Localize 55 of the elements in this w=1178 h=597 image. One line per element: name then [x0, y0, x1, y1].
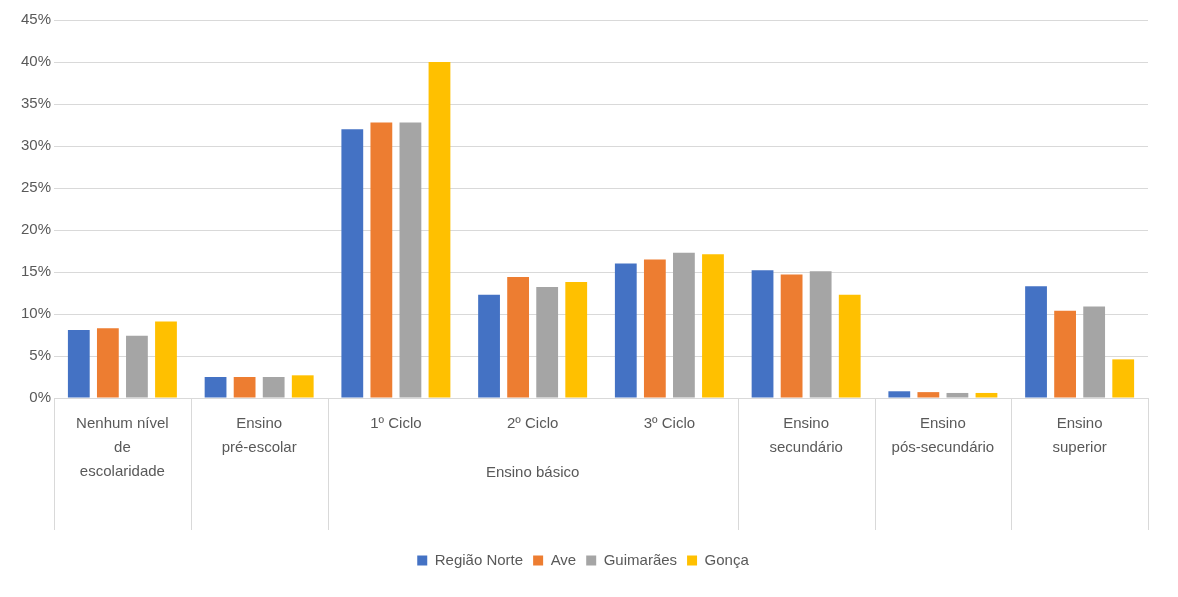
y-tick-label: 5% [29, 346, 52, 364]
x-tick-label: Ensino pré-escolar [221, 414, 297, 456]
bar [96, 328, 119, 398]
bar [1083, 306, 1106, 398]
bar [565, 282, 588, 398]
bar [126, 335, 148, 398]
bar [291, 375, 314, 398]
bar [702, 254, 724, 398]
x-tick-label: Ensino pós-secundário [891, 414, 995, 456]
bar [888, 391, 911, 398]
bar [614, 263, 637, 398]
x-tick-label: Nenhum nível de escolaridade [76, 414, 169, 480]
x-tick-label: 3º Ciclo [643, 414, 696, 432]
bar [67, 329, 90, 398]
bar [643, 259, 666, 398]
y-tick-label: 40% [20, 52, 52, 70]
y-tick-label: 30% [20, 136, 52, 154]
bar [341, 129, 364, 398]
bar [428, 62, 451, 398]
bar [204, 377, 227, 398]
y-tick-label: 20% [20, 220, 52, 238]
bar [780, 274, 803, 398]
y-tick-label: 10% [20, 304, 52, 322]
bar [1025, 286, 1047, 398]
bar [507, 277, 530, 398]
legend-label: Ave [550, 550, 577, 568]
y-tick-label: 0% [29, 388, 52, 406]
bar [751, 270, 774, 398]
y-tick-label: 15% [20, 262, 52, 280]
bar [233, 377, 256, 398]
bar [155, 321, 177, 398]
bar [917, 392, 940, 398]
x-tick-label: Ensino secundário [769, 414, 843, 456]
bar [809, 271, 832, 398]
bar [478, 294, 500, 398]
bar [946, 392, 969, 398]
bar [1054, 310, 1076, 398]
bar [399, 122, 422, 398]
legend-label: Gonça [704, 550, 750, 568]
x-tick-label: Ensino superior [1052, 414, 1107, 456]
y-tick-label: 25% [20, 178, 52, 196]
y-tick-label: 35% [20, 94, 52, 112]
x-tick-label: 2º Ciclo [506, 414, 559, 432]
legend-label: Guimarães [603, 550, 678, 568]
bar [1112, 359, 1135, 398]
legend-label: Região Norte [434, 550, 524, 568]
text: Ensino básico [485, 463, 580, 481]
bar [370, 122, 393, 398]
bar [975, 392, 998, 398]
x-tick-label: 1º Ciclo [370, 414, 422, 432]
bar [536, 287, 559, 398]
bar [673, 252, 695, 398]
bar [838, 294, 861, 398]
y-tick-label: 45% [20, 10, 52, 28]
bar [262, 377, 285, 398]
